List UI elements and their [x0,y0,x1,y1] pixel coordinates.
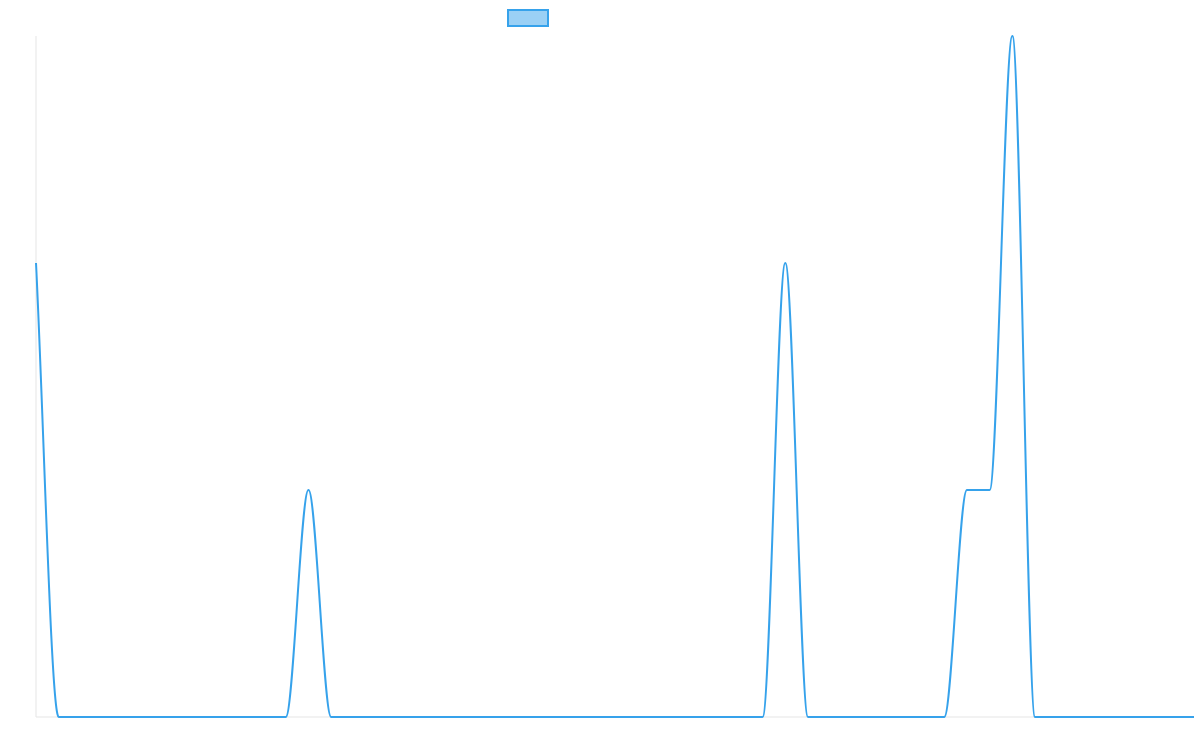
legend-swatch[interactable] [507,9,549,27]
legend[interactable] [507,9,549,27]
series-layer [35,35,1194,719]
axes [35,36,1194,718]
series-line [35,35,1194,719]
